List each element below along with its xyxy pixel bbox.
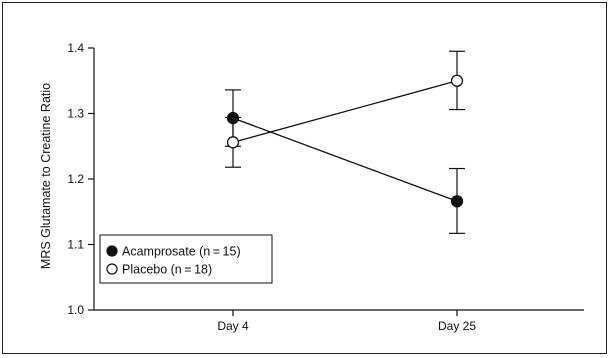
y-ticks: 1.0 1.1 1.2 1.3 1.4 <box>67 41 94 317</box>
x-ticks: Day 4 Day 25 <box>217 310 476 333</box>
y-tick-label: 1.1 <box>67 238 84 252</box>
figure-frame <box>2 2 607 354</box>
series-layer <box>225 50 465 234</box>
y-tick-label: 1.3 <box>67 107 84 121</box>
data-point-acamprosate <box>450 195 464 208</box>
legend-marker-acamprosate <box>106 245 118 257</box>
y-tick-label: 1.2 <box>67 172 84 186</box>
x-tick-label: Day 4 <box>217 319 249 333</box>
data-point-acamprosate <box>226 111 240 125</box>
legend-label-acamprosate: Acamprosate (n = 15) <box>122 245 241 259</box>
y-tick-label: 1.4 <box>67 41 84 55</box>
legend: Acamprosate (n = 15) Placebo (n = 18) <box>99 234 273 284</box>
y-axis-title: MRS Glutamate to Creatine Ratio <box>39 83 53 269</box>
series-line-placebo <box>232 80 458 143</box>
legend-label-placebo: Placebo (n = 18) <box>122 263 212 277</box>
y-tick-label: 1.0 <box>67 303 84 317</box>
x-tick-label: Day 25 <box>438 319 476 333</box>
data-point-placebo <box>450 74 464 87</box>
series-line-acamprosate <box>232 117 458 202</box>
legend-box <box>99 234 273 284</box>
legend-marker-placebo <box>106 263 118 275</box>
data-point-placebo <box>226 136 240 149</box>
